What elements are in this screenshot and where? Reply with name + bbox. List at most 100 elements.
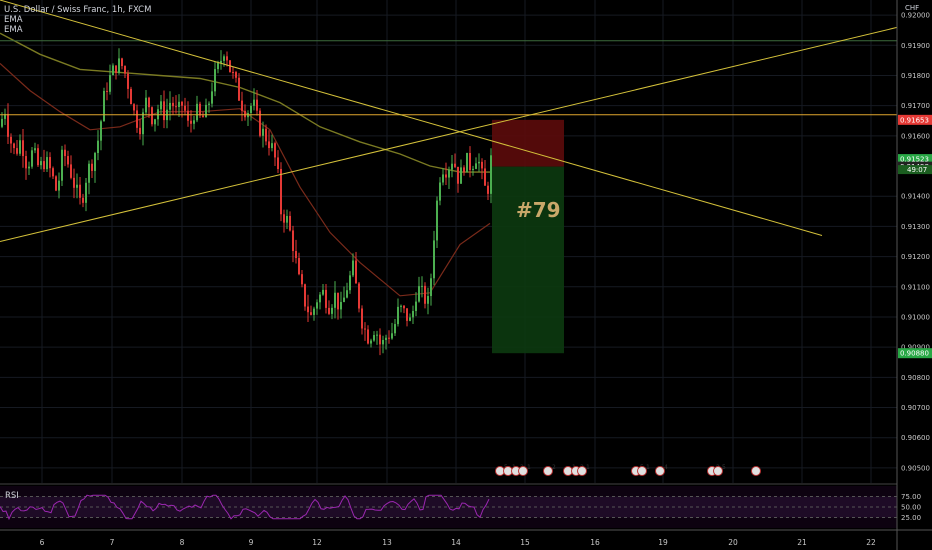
candle-body xyxy=(124,66,126,74)
price-tick-label: 0.91100 xyxy=(901,283,930,291)
candle-body xyxy=(433,240,435,279)
candle-body xyxy=(43,161,45,170)
event-marker-circle[interactable] xyxy=(751,466,761,476)
price-tick-label: 0.90700 xyxy=(901,404,930,412)
candle-body xyxy=(94,153,96,171)
event-marker[interactable]: 4 xyxy=(655,464,669,476)
candle-body xyxy=(16,148,18,154)
candle-body xyxy=(298,258,300,275)
candle-body xyxy=(451,163,453,170)
candle-body xyxy=(385,337,387,341)
candle-body xyxy=(100,121,102,141)
take-profit-zone[interactable] xyxy=(492,166,564,354)
position-zones[interactable] xyxy=(492,119,564,354)
candle-body xyxy=(487,185,489,194)
rsi-pane xyxy=(0,483,897,528)
candle-body xyxy=(286,215,288,223)
event-marker-circle[interactable] xyxy=(655,466,665,476)
time-tick-label: 13 xyxy=(382,538,392,547)
price-tick-label: 0.91800 xyxy=(901,72,930,80)
candle-body xyxy=(184,105,186,111)
event-marker-count: 4 xyxy=(664,464,668,471)
event-marker-circle[interactable] xyxy=(577,466,587,476)
event-marker[interactable] xyxy=(751,466,761,476)
candle-body xyxy=(271,143,273,149)
drawing-lines[interactable] xyxy=(0,0,899,242)
stop-loss-zone[interactable] xyxy=(492,119,564,167)
candle-body xyxy=(190,120,192,124)
candle-body xyxy=(40,161,42,166)
candle-body xyxy=(394,324,396,334)
event-marker-circle[interactable] xyxy=(543,466,553,476)
price-axis[interactable]: 0.92000 0.91900 0.91800 0.91700 0.91600 0.914… xyxy=(896,0,932,550)
candle-body xyxy=(97,140,99,154)
candle-body xyxy=(130,88,132,105)
price-tag[interactable] xyxy=(898,154,932,165)
candle-body xyxy=(232,71,234,73)
event-marker-circle[interactable] xyxy=(637,466,647,476)
price-tag[interactable] xyxy=(898,348,932,359)
ema-slow-line xyxy=(0,32,490,173)
rsi-line xyxy=(0,494,490,521)
time-tick-label: 19 xyxy=(658,538,668,547)
event-marker-circle[interactable] xyxy=(518,466,528,476)
grid xyxy=(0,0,897,483)
event-marker[interactable]: 1 xyxy=(518,464,532,476)
event-marker[interactable]: 2 xyxy=(543,464,557,476)
time-tick-label: 9 xyxy=(249,538,254,547)
candle-body xyxy=(358,283,360,309)
candle-body xyxy=(205,104,207,118)
candle-body xyxy=(454,163,456,167)
candle-body xyxy=(313,308,315,315)
rsi-tick-label: 75.00 xyxy=(901,493,921,501)
event-marker-count: 5 xyxy=(722,464,726,471)
candle-body xyxy=(127,73,129,89)
candle-body xyxy=(292,230,294,252)
event-marker-count: 1 xyxy=(527,464,531,471)
price-tag-label: 0.90880 xyxy=(900,350,929,358)
candle-body xyxy=(31,150,33,167)
candle-body xyxy=(478,161,480,164)
candle-body xyxy=(235,72,237,78)
candle-body xyxy=(403,305,405,309)
candle-body xyxy=(337,292,339,310)
candle-body xyxy=(241,100,243,111)
trendline[interactable] xyxy=(0,0,823,236)
candle-body xyxy=(28,166,30,169)
event-marker-circle[interactable] xyxy=(713,466,723,476)
candle-body xyxy=(328,307,330,314)
event-marker[interactable]: 1 xyxy=(637,464,651,476)
time-axis[interactable]: 6 7 8 9 12 13 14 15 16 19 20 21 22 xyxy=(0,529,932,547)
candle-body xyxy=(220,60,222,63)
trendline[interactable] xyxy=(0,26,899,242)
candle-body xyxy=(268,141,270,149)
candle-body xyxy=(310,312,312,315)
ema-legend-2[interactable]: EMA xyxy=(4,25,23,35)
candle-body xyxy=(49,157,51,169)
ema-legend-1[interactable]: EMA xyxy=(4,15,23,25)
candles xyxy=(1,48,492,356)
time-tick-label: 7 xyxy=(110,538,115,547)
candle-body xyxy=(238,77,240,101)
candle-body xyxy=(34,148,36,151)
price-tag[interactable] xyxy=(898,114,932,125)
candle-body xyxy=(418,286,420,302)
candle-body xyxy=(400,305,402,307)
candle-body xyxy=(250,105,252,113)
symbol-title[interactable]: U.S. Dollar / Swiss Franc, 1h, FXCM xyxy=(4,5,152,15)
event-marker[interactable]: 5 xyxy=(713,464,727,476)
candle-body xyxy=(193,120,195,124)
candle-body xyxy=(265,128,267,142)
event-markers[interactable]: 5121212151425 xyxy=(495,464,761,476)
candle-body xyxy=(463,167,465,173)
time-tick-label: 14 xyxy=(451,538,461,547)
rsi-legend[interactable]: RSI xyxy=(5,491,19,501)
candle-body xyxy=(187,110,189,121)
price-tag-label: 0.91523 xyxy=(900,156,929,164)
candle-body xyxy=(67,156,69,165)
event-marker[interactable]: 1 xyxy=(577,464,591,476)
trade-number-label: #79 xyxy=(516,198,561,222)
candle-body xyxy=(340,301,342,310)
candle-body xyxy=(301,274,303,285)
